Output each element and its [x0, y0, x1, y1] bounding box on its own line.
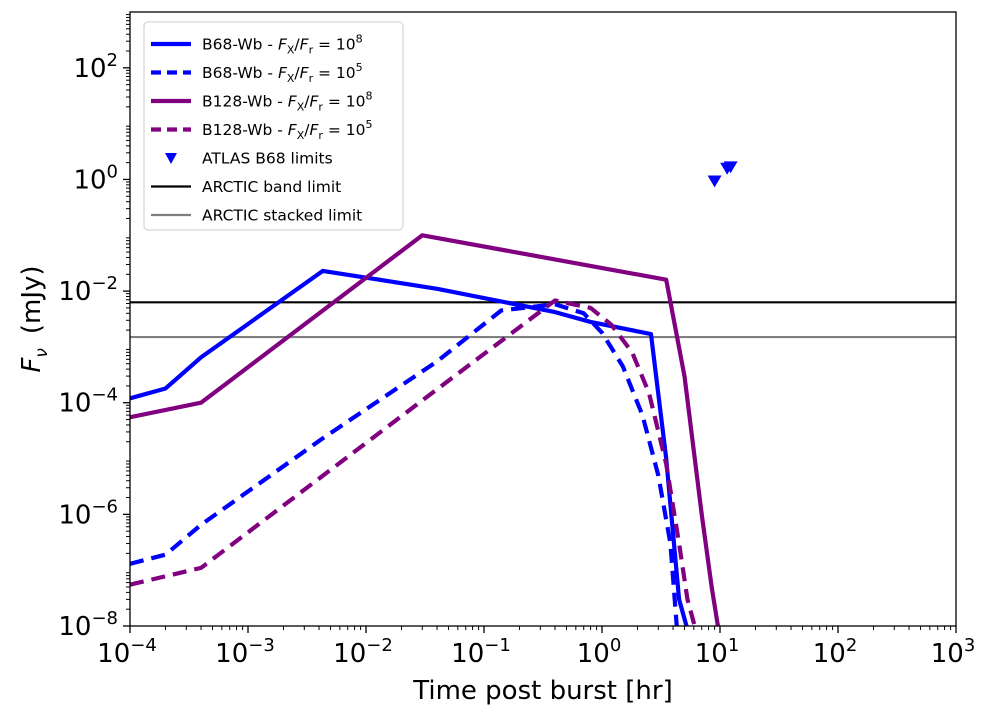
legend-label-1: B68-Wb - FX/Fr = 105 [202, 61, 363, 85]
x-tick-label-7: 103 [931, 635, 976, 669]
y-tick-label-2: 10−4 [58, 385, 118, 419]
y-tick-label-3: 10−2 [58, 273, 118, 307]
legend: B68-Wb - FX/Fr = 108 B68-Wb - FX/Fr = 105… [143, 21, 404, 231]
series-line-2 [130, 233, 720, 626]
series-line-3 [130, 298, 697, 626]
x-tick-label-4: 100 [577, 635, 622, 669]
legend-label-0: B68-Wb - FX/Fr = 108 [202, 33, 363, 57]
legend-label-4: ATLAS B68 limits [202, 150, 333, 168]
y-tick-label-4: 100 [73, 161, 118, 195]
x-tick-label-5: 101 [695, 635, 740, 669]
legend-box [143, 21, 404, 231]
y-tick-label-5: 102 [73, 50, 118, 84]
series-line-0 [130, 268, 689, 626]
legend-handle-4 [165, 153, 177, 164]
x-tick-label-6: 102 [813, 635, 858, 669]
y-tick-label-0: 10−8 [58, 608, 118, 642]
legend-label-5: ARCTIC band limit [202, 178, 341, 196]
series-line-1 [130, 302, 679, 626]
legend-label-6: ARCTIC stacked limit [202, 207, 362, 225]
legend-label-3: B128-Wb - FX/Fr = 105 [202, 118, 373, 142]
legend-label-2: B128-Wb - FX/Fr = 108 [202, 90, 373, 114]
y-axis-ticks: 10−8 10−6 10−4 10−2 100 102 [58, 14, 130, 642]
x-tick-label-1: 10−3 [215, 635, 275, 669]
limit-markers [707, 161, 738, 188]
limit-marker-2 [723, 161, 738, 174]
x-axis-ticks: 10−4 10−3 10−2 10−1 100 101 102 103 [97, 626, 975, 669]
reference-lines [130, 301, 956, 339]
y-axis-label: Fν(mJy) [17, 265, 52, 372]
x-tick-label-2: 10−2 [333, 635, 393, 669]
series-lines [130, 233, 720, 626]
plot-frame [129, 11, 957, 627]
x-tick-label-0: 10−4 [97, 635, 157, 669]
x-tick-label-3: 10−1 [451, 635, 511, 669]
y-tick-label-1: 10−6 [58, 496, 118, 530]
x-axis-label: Time post burst [hr] [412, 676, 672, 706]
limit-marker-0 [707, 175, 722, 188]
